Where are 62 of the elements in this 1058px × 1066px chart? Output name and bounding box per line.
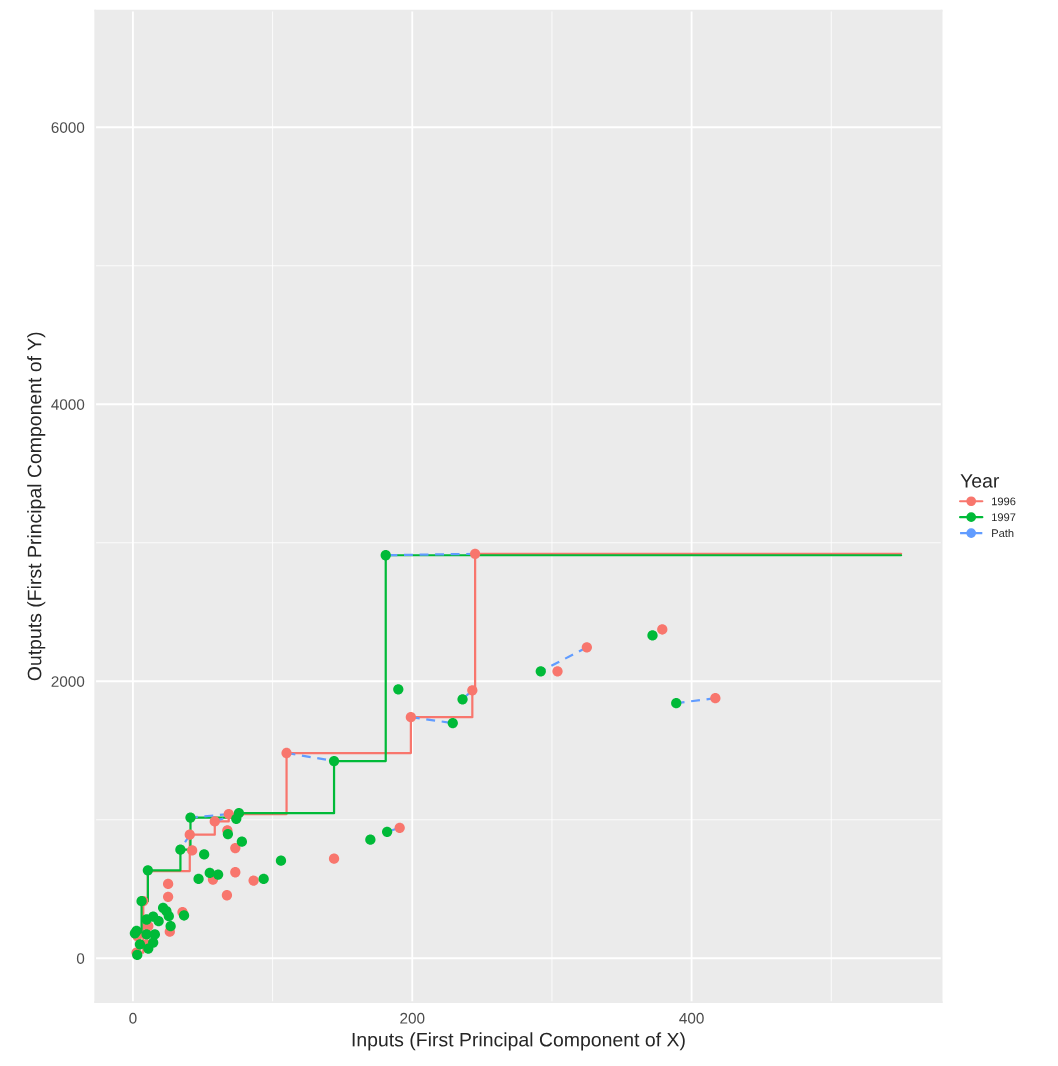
point: [447, 717, 458, 729]
point: [221, 890, 233, 901]
point: [149, 929, 161, 940]
point: [236, 836, 248, 847]
point: [671, 698, 682, 709]
point: [405, 712, 417, 723]
legend-title: Year: [960, 474, 1000, 488]
point: [380, 550, 391, 561]
point: [175, 844, 186, 855]
y-tick-label: 2000: [51, 676, 85, 687]
legend-label: Path: [992, 528, 1014, 538]
point: [212, 869, 224, 880]
point: [230, 842, 241, 854]
point: [153, 916, 164, 927]
point: [552, 666, 563, 677]
point: [193, 873, 204, 885]
point: [275, 855, 287, 866]
point: [581, 642, 593, 653]
point: [141, 914, 152, 925]
point: [535, 666, 546, 677]
y-tick-label: 0: [76, 953, 85, 964]
point: [209, 816, 220, 827]
point: [161, 906, 172, 917]
legend-label: 1997: [992, 513, 1016, 522]
x-tick-label: 0: [129, 1012, 137, 1024]
point: [222, 828, 234, 840]
x-tick-label: 400: [679, 1012, 704, 1024]
point: [469, 548, 481, 560]
x-axis-title: Inputs (First Principal Component of X): [352, 1032, 685, 1051]
point: [394, 822, 405, 833]
point: [143, 943, 154, 954]
point: [165, 920, 176, 932]
point: [328, 853, 340, 864]
point: [457, 694, 468, 705]
point: [657, 624, 668, 635]
point: [185, 812, 196, 823]
point: [467, 685, 478, 696]
point: [393, 684, 404, 695]
point: [248, 875, 259, 886]
legend-label: 1996: [992, 497, 1016, 506]
point: [258, 873, 269, 885]
point: [134, 939, 146, 950]
point: [142, 865, 154, 876]
point: [328, 755, 340, 767]
point: [162, 891, 174, 902]
point: [365, 834, 376, 845]
point: [647, 630, 658, 641]
point: [281, 747, 292, 759]
point: [184, 829, 195, 840]
point: [162, 878, 174, 890]
y-tick-label: 6000: [51, 122, 85, 133]
x-tick-label: 200: [400, 1012, 425, 1024]
point: [231, 813, 242, 824]
point: [199, 849, 210, 860]
point: [230, 867, 241, 878]
point: [187, 845, 198, 856]
point: [223, 808, 234, 820]
y-tick-label: 4000: [51, 399, 85, 410]
point: [710, 693, 721, 704]
point: [204, 867, 215, 879]
y-axis-title: Outputs (First Principal Component of Y): [27, 332, 46, 681]
point: [381, 826, 393, 837]
